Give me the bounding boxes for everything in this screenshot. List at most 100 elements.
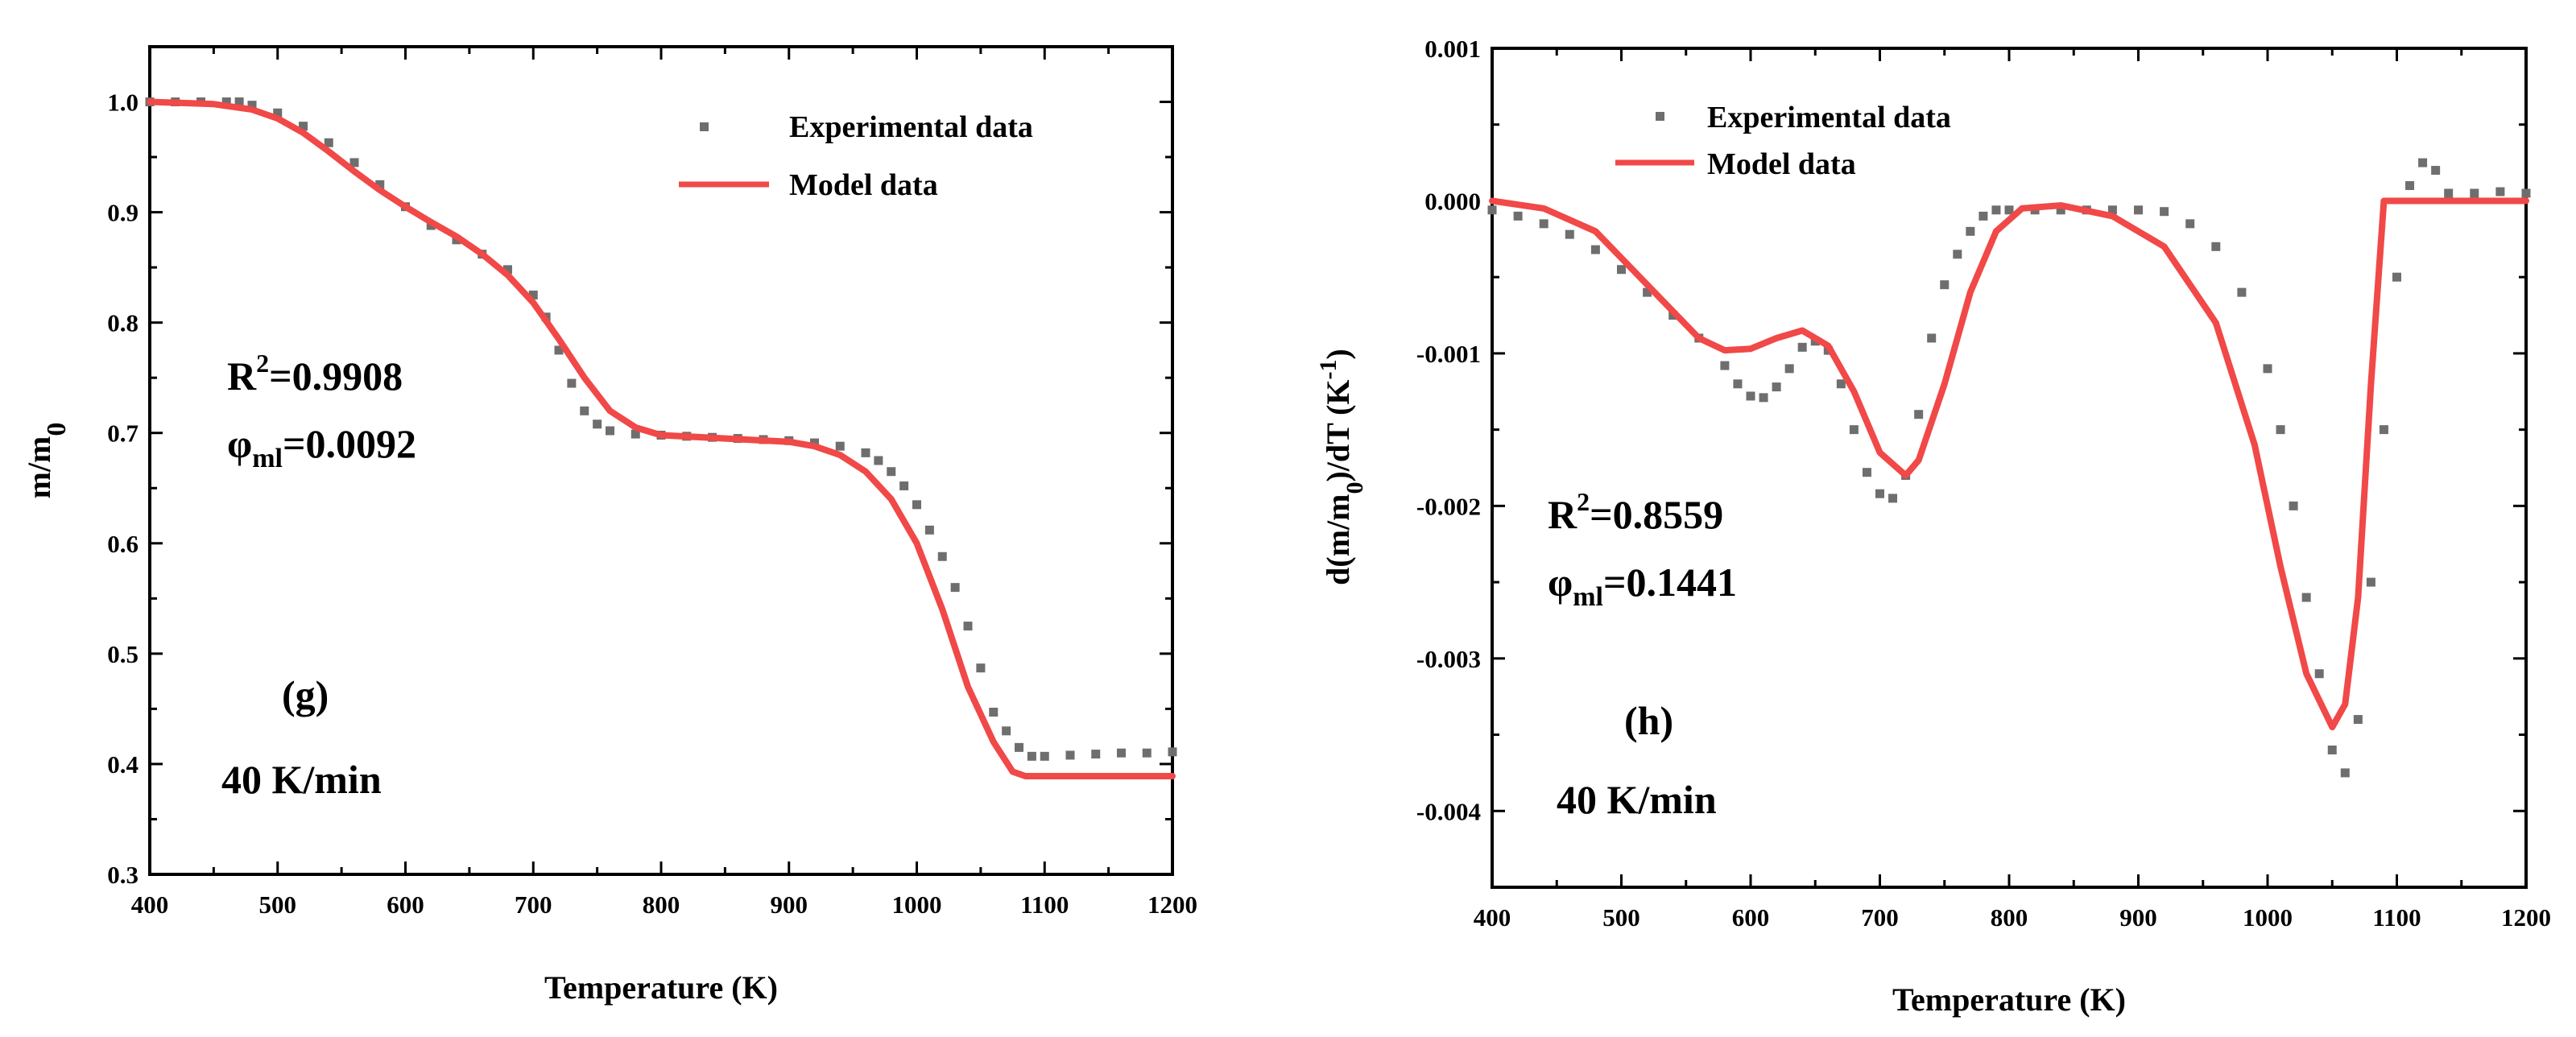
x-tick-label: 700 xyxy=(515,890,552,919)
experimental-point xyxy=(1487,205,1497,215)
y-tick-label: -0.001 xyxy=(1416,340,1481,368)
experimental-point xyxy=(1643,287,1652,297)
experimental-point xyxy=(1772,382,1781,392)
legend-label-model: Model data xyxy=(1707,147,1856,181)
experimental-point xyxy=(1784,364,1794,374)
experimental-point xyxy=(1746,391,1755,401)
experimental-point xyxy=(1759,393,1768,403)
experimental-point xyxy=(1002,726,1011,736)
model-line xyxy=(1489,197,2529,731)
experimental-point xyxy=(861,448,870,457)
y-tick-label: 1.0 xyxy=(107,89,139,117)
experimental-point xyxy=(1927,333,1937,343)
experimental-point xyxy=(299,122,308,131)
experimental-point xyxy=(1565,229,1574,239)
experimental-point xyxy=(2405,181,2415,191)
experimental-point xyxy=(2160,207,2169,217)
experimental-point xyxy=(1513,211,1523,221)
experimental-point xyxy=(989,708,999,717)
experimental-point xyxy=(580,406,589,415)
experimental-point xyxy=(1940,280,1950,290)
experimental-point xyxy=(2276,425,2285,435)
experimental-point xyxy=(234,97,244,107)
experimental-point xyxy=(1720,361,1730,370)
r-squared-annotation: R2=0.9908 xyxy=(227,349,403,399)
x-tick-label: 1200 xyxy=(1147,890,1197,919)
r-squared-annotation: R2=0.8559 xyxy=(1548,487,1723,537)
experimental-point xyxy=(2314,669,2324,679)
experimental-point xyxy=(2134,205,2143,215)
legend: Experimental data Model data xyxy=(679,110,1033,202)
experimental-point xyxy=(976,663,986,673)
axis-ticks: 400 500 600 700 800 900 1000 1100 1200 -0.004 -0.0… xyxy=(1416,35,2551,932)
legend-label-experimental: Experimental data xyxy=(1707,101,1951,134)
experimental-point xyxy=(2340,768,2350,778)
x-tick-label: 900 xyxy=(771,890,808,919)
heating-rate-label: 40 K/min xyxy=(221,757,382,802)
experimental-point xyxy=(950,583,960,593)
phi-annotation: φml=0.0092 xyxy=(227,421,416,473)
experimental-point xyxy=(2353,715,2363,725)
experimental-point xyxy=(1539,219,1548,229)
x-tick-label: 800 xyxy=(643,890,680,919)
y-axis-title: d(m/m0)/dT (K-1) xyxy=(1315,349,1368,585)
panel-g: 400 500 600 700 800 900 1000 1100 1200 0.3 0.4 0.5 0… xyxy=(21,45,1197,1006)
x-tick-label: 500 xyxy=(1602,903,1640,932)
experimental-point xyxy=(1590,245,1600,254)
x-tick-label: 600 xyxy=(387,890,424,919)
y-tick-label: 0.9 xyxy=(107,199,139,227)
x-tick-label: 500 xyxy=(259,890,297,919)
experimental-point xyxy=(1797,342,1807,352)
y-tick-label: -0.004 xyxy=(1416,797,1481,825)
experimental-point xyxy=(912,500,921,510)
experimental-point xyxy=(1875,489,1884,498)
experimental-point xyxy=(2301,593,2311,602)
experimental-point xyxy=(924,525,934,535)
experimental-point xyxy=(2327,745,2337,754)
experimental-point xyxy=(2211,242,2221,251)
x-tick-label: 1100 xyxy=(1020,890,1069,919)
experimental-point xyxy=(273,108,283,118)
x-tick-label: 400 xyxy=(1474,903,1511,932)
experimental-point xyxy=(2289,501,2298,510)
experimental-point xyxy=(2418,158,2428,167)
y-tick-label: 0.7 xyxy=(107,419,139,448)
experimental-point xyxy=(593,419,602,429)
phi-annotation: φml=0.1441 xyxy=(1548,560,1737,612)
plot-frame xyxy=(1491,47,2528,889)
y-axis-title: m/m0 xyxy=(21,423,72,499)
experimental-point xyxy=(324,138,333,147)
panel-h: 400 500 600 700 800 900 1000 1100 1200 -0.004 -0.0… xyxy=(1315,35,2552,1018)
experimental-point xyxy=(2431,166,2441,176)
experimental-point xyxy=(1065,750,1075,760)
x-axis-title: Temperature (K) xyxy=(544,969,778,1006)
experimental-point xyxy=(2495,187,2505,196)
panel-label: (g) xyxy=(282,672,329,717)
experimental-point xyxy=(503,265,512,275)
experimental-point xyxy=(1117,748,1126,758)
x-tick-label: 800 xyxy=(1991,903,2028,932)
y-tick-label: 0.001 xyxy=(1424,35,1481,63)
model-line xyxy=(147,98,1176,779)
experimental-point xyxy=(2444,188,2454,198)
legend-label-model: Model data xyxy=(789,168,938,202)
experimental-point xyxy=(528,290,538,300)
legend-marker-experimental xyxy=(700,122,709,131)
experimental-point xyxy=(1836,379,1846,389)
experimental-point xyxy=(1015,742,1023,752)
experimental-point xyxy=(1991,205,2001,215)
y-tick-label: 0.4 xyxy=(107,750,139,779)
experimental-point xyxy=(1142,748,1152,758)
x-tick-label: 1000 xyxy=(892,890,942,919)
experimental-point xyxy=(835,441,845,451)
x-tick-label: 400 xyxy=(131,890,169,919)
experimental-point xyxy=(1733,379,1743,389)
axis-ticks: 400 500 600 700 800 900 1000 1100 1200 0.3 0.4 0.5 0… xyxy=(107,45,1197,919)
experimental-point xyxy=(349,158,359,167)
experimental-point xyxy=(1888,494,1898,503)
experimental-point xyxy=(2237,287,2247,297)
x-tick-label: 900 xyxy=(2119,903,2157,932)
experimental-point xyxy=(221,97,231,107)
experimental-point xyxy=(874,456,883,465)
y-tick-label: 0.6 xyxy=(107,530,139,558)
